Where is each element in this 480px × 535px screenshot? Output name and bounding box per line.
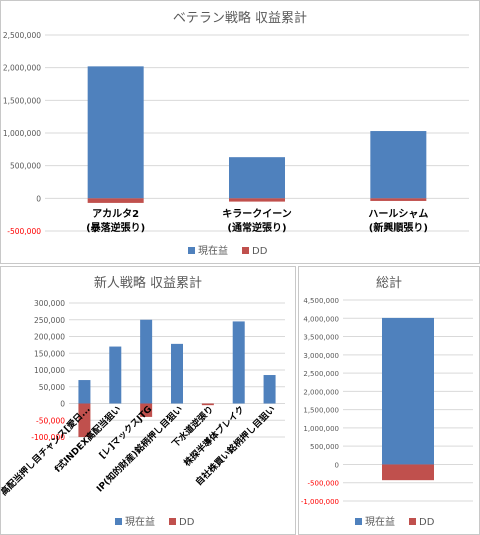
chart-veteran-svg: ベテラン戦略 収益累計 -500,000 0 500,000 1,000,000 1,5… — [3, 10, 469, 257]
x-tick-label: キラークイーン — [222, 208, 292, 220]
legend-label-dd: DD — [419, 517, 435, 528]
bar-dd — [229, 198, 285, 202]
bar-current-profit — [87, 66, 144, 199]
x-tick-label: アカルタ2 — [92, 208, 139, 220]
y-tick-label: -500,000 — [308, 480, 339, 488]
y-tick-label: 250,000 — [34, 316, 65, 325]
bar-current-profit — [140, 319, 153, 404]
chart-panel-newcomer: 新人戦略 収益累計 -100,000 -50,000 0 50,000 100,000 1… — [0, 266, 296, 535]
bar-dd — [78, 403, 91, 437]
y-tick-label: 1,500,000 — [303, 407, 339, 415]
chart-panel-veteran: ベテラン戦略 収益累計 -500,000 0 500,000 1,000,000 1,5… — [0, 0, 480, 264]
y-tick-label: 100,000 — [34, 366, 65, 375]
x-tick-label: [レ]マックスJTG — [97, 404, 154, 461]
y-tick-label: 2,500,000 — [3, 31, 41, 40]
bar-dd — [370, 198, 427, 201]
y-tick-label: 1,500,000 — [3, 96, 41, 105]
y-tick-label: 500,000 — [310, 443, 339, 451]
y-tick-label: 2,500,000 — [303, 370, 339, 378]
y-tick-label: 2,000,000 — [3, 64, 41, 73]
x-tick-label: (新興順張り) — [369, 221, 428, 234]
y-tick-label: 4,000,000 — [303, 315, 339, 323]
bar-dd — [382, 464, 434, 481]
legend-swatch-current — [188, 247, 195, 254]
y-tick-label: 50,000 — [39, 383, 65, 392]
x-tick-label: ハールシャム — [368, 208, 428, 220]
x-tick-label: (通常逆張り) — [227, 221, 286, 234]
bar-current-profit — [232, 321, 245, 404]
legend-label-dd: DD — [179, 517, 195, 528]
legend-swatch-dd — [242, 247, 249, 254]
legend-swatch-current — [115, 518, 122, 525]
y-tick-label: 0 — [60, 400, 65, 409]
y-tick-label: -50,000 — [36, 416, 65, 425]
y-tick-label: 4,500,000 — [303, 297, 339, 305]
y-tick-label: -1,000,000 — [301, 498, 339, 506]
y-tick-label: 0 — [335, 461, 339, 469]
bar-current-profit — [171, 343, 183, 404]
y-tick-label: 500,000 — [10, 162, 41, 171]
y-tick-label: 2,000,000 — [303, 388, 339, 396]
chart-title: ベテラン戦略 収益累計 — [173, 10, 307, 26]
y-tick-label: 0 — [36, 194, 41, 203]
y-tick-label: -100,000 — [31, 433, 65, 442]
chart-title: 総計 — [376, 275, 402, 291]
legend-swatch-dd — [169, 518, 176, 525]
legend-label-current: 現在益 — [125, 515, 155, 528]
bar-current-profit — [78, 380, 91, 404]
chart-panel-total: 総計 -1,000,000 -500,000 0 500,000 1,000,000 1,… — [298, 266, 480, 535]
chart-newcomer-svg: 新人戦略 収益累計 -100,000 -50,000 0 50,000 100,000 1… — [1, 275, 285, 528]
y-tick-label: 150,000 — [34, 349, 65, 358]
legend-label-current: 現在益 — [365, 515, 395, 528]
legend-label-dd: DD — [252, 246, 268, 257]
bar-current-profit — [382, 317, 434, 465]
bar-dd — [87, 198, 144, 203]
legend-swatch-current — [355, 518, 362, 525]
y-tick-label: -500,000 — [7, 227, 41, 236]
bar-current-profit — [109, 346, 122, 404]
bar-current-profit — [370, 131, 427, 199]
bar-current-profit — [229, 157, 285, 199]
bar-dd — [140, 403, 153, 417]
legend-label-current: 現在益 — [198, 244, 228, 257]
chart-title: 新人戦略 収益累計 — [94, 275, 202, 291]
bar-dd — [201, 403, 214, 406]
y-tick-label: 3,000,000 — [303, 352, 339, 360]
bar-current-profit — [263, 375, 276, 404]
legend-swatch-dd — [409, 518, 416, 525]
y-tick-label: 300,000 — [34, 299, 65, 308]
x-tick-label: (暴落逆張り) — [86, 221, 145, 234]
y-tick-label: 1,000,000 — [3, 129, 41, 138]
chart-total-svg: 総計 -1,000,000 -500,000 0 500,000 1,000,000 1,… — [301, 275, 473, 528]
y-tick-label: 1,000,000 — [303, 425, 339, 433]
y-tick-label: 3,500,000 — [303, 334, 339, 342]
y-tick-label: 200,000 — [34, 333, 65, 342]
